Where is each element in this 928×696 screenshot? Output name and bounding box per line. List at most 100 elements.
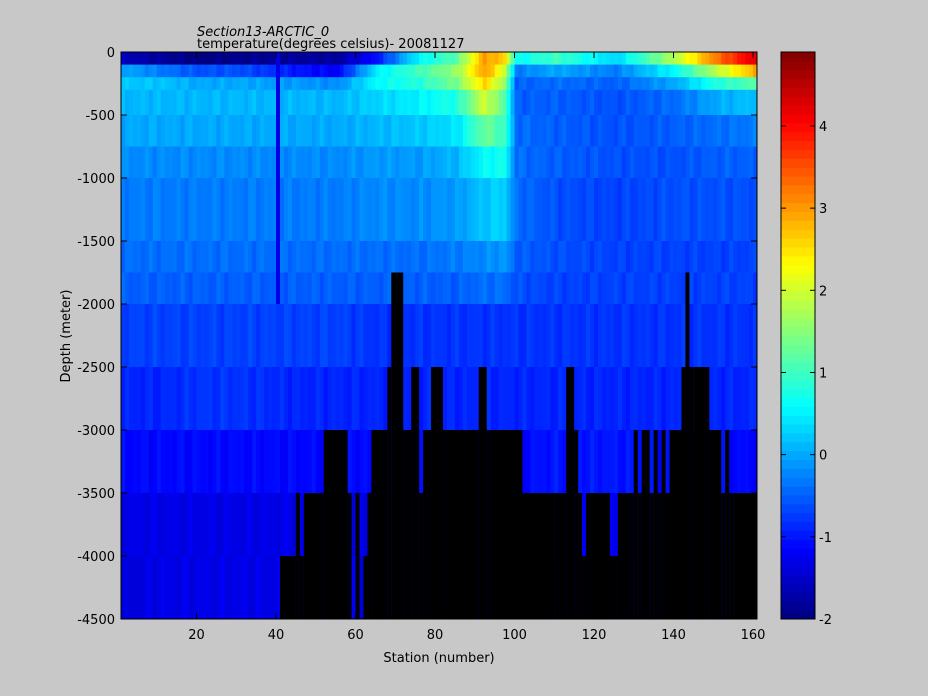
- heatmap-cell: [323, 64, 329, 78]
- heatmap-cell: [387, 52, 392, 65]
- heatmap-cell: [701, 272, 706, 305]
- heatmap-cell: [252, 493, 257, 557]
- heatmap-cell: [248, 241, 253, 273]
- heatmap-cell: [721, 77, 726, 91]
- heatmap-cell: [188, 304, 194, 368]
- heatmap-cell: [299, 77, 305, 91]
- heatmap-cell: [621, 77, 627, 91]
- heatmap-cell: [311, 115, 317, 147]
- heatmap-cell: [148, 146, 154, 179]
- heatmap-cell: [164, 367, 170, 431]
- heatmap-cell: [256, 52, 261, 65]
- heatmap-cell: [554, 64, 559, 78]
- heatmap-cell: [419, 52, 424, 65]
- heatmap-cell: [343, 241, 349, 273]
- heatmap-cell: [697, 52, 702, 65]
- heatmap-cell: [299, 64, 305, 78]
- heatmap-cell: [693, 304, 698, 368]
- heatmap-cell: [244, 430, 249, 494]
- heatmap-cell: [140, 241, 146, 273]
- heatmap-cell: [200, 367, 206, 431]
- heatmap-cell: [359, 115, 365, 147]
- heatmap-cell: [574, 89, 579, 116]
- heatmap-cell: [494, 64, 500, 78]
- heatmap-cell: [192, 272, 198, 305]
- heatmap-cell: [200, 304, 206, 368]
- heatmap-cell: [681, 52, 687, 65]
- heatmap-cell: [625, 272, 631, 305]
- heatmap-cell: [502, 272, 508, 305]
- colorbar-band: [781, 300, 815, 310]
- heatmap-cell: [315, 52, 321, 65]
- heatmap-cell: [458, 146, 464, 179]
- heatmap-cell: [148, 52, 154, 65]
- heatmap-cell: [315, 115, 321, 147]
- colorbar-band: [781, 60, 815, 71]
- heatmap-cell: [574, 272, 579, 305]
- heatmap-cell: [713, 64, 718, 78]
- colorbar-band: [781, 202, 815, 212]
- heatmap-cell: [526, 241, 532, 273]
- heatmap-cell: [518, 304, 524, 368]
- heatmap-cell: [212, 241, 217, 273]
- heatmap-cell: [594, 115, 599, 147]
- heatmap-cell: [617, 77, 623, 91]
- heatmap-cell: [260, 430, 265, 494]
- heatmap-cell: [530, 89, 535, 116]
- heatmap-cell: [287, 52, 293, 65]
- heatmap-cell: [645, 241, 651, 273]
- heatmap-cell: [152, 367, 158, 431]
- heatmap-cell: [431, 52, 436, 65]
- heatmap-cell: [625, 64, 631, 78]
- heatmap-cell: [725, 304, 730, 368]
- heatmap-cell: [252, 556, 257, 619]
- heatmap-cell: [625, 430, 631, 494]
- heatmap-cell: [637, 115, 643, 147]
- heatmap-cell: [128, 115, 134, 147]
- heatmap-cell: [363, 52, 369, 65]
- heatmap-cell: [295, 64, 301, 78]
- heatmap-cell: [435, 89, 440, 116]
- heatmap-cell: [534, 146, 539, 179]
- seafloor-segment: [446, 430, 479, 619]
- seafloor-segment: [653, 430, 658, 619]
- heatmap-cell: [291, 89, 297, 116]
- colorbar-band: [781, 140, 815, 150]
- heatmap-cell: [661, 304, 667, 368]
- seafloor-segment: [661, 430, 666, 619]
- heatmap-cell: [152, 64, 158, 78]
- heatmap-cell: [673, 115, 679, 147]
- heatmap-cell: [590, 115, 595, 147]
- heatmap-cell: [645, 272, 651, 305]
- seafloor-mask: [280, 272, 757, 619]
- heatmap-cell: [538, 64, 543, 78]
- heatmap-cell: [121, 77, 126, 91]
- heatmap-cell: [160, 241, 166, 273]
- heatmap-cell: [713, 367, 718, 431]
- heatmap-cell: [665, 64, 671, 78]
- heatmap-cell: [291, 115, 297, 147]
- heatmap-cell: [538, 89, 543, 116]
- heatmap-cell: [256, 367, 261, 431]
- heatmap-cell: [303, 367, 309, 431]
- heatmap-cell: [458, 304, 464, 368]
- heatmap-cell: [657, 272, 663, 305]
- heatmap-cell: [391, 146, 396, 179]
- heatmap-cell: [526, 115, 532, 147]
- heatmap-cell: [252, 64, 257, 78]
- heatmap-cell: [188, 430, 194, 494]
- seafloor-segment: [617, 493, 630, 619]
- heatmap-cell: [264, 430, 269, 494]
- heatmap-cell: [359, 272, 365, 305]
- heatmap-cell: [244, 493, 249, 557]
- heatmap-cell: [550, 178, 555, 242]
- heatmap-cell: [160, 52, 166, 65]
- heatmap-cell: [498, 178, 504, 242]
- heatmap-cell: [367, 178, 373, 242]
- heatmap-cell: [172, 77, 178, 91]
- heatmap-cell: [502, 146, 508, 179]
- heatmap-cell: [474, 272, 480, 305]
- heatmap-cell: [335, 178, 341, 242]
- heatmap-cell: [689, 115, 694, 147]
